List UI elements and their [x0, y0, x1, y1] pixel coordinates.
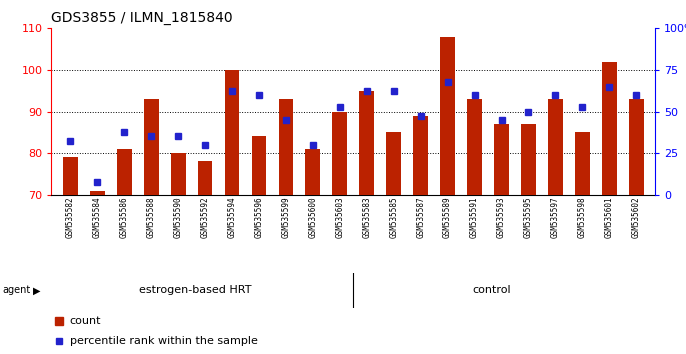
Bar [548, 99, 563, 195]
Text: GSM535590: GSM535590 [174, 196, 182, 238]
Text: ▶: ▶ [33, 285, 40, 295]
Bar [575, 132, 590, 195]
Text: GSM535592: GSM535592 [200, 196, 209, 238]
Text: GSM535601: GSM535601 [605, 196, 614, 238]
Text: GSM535598: GSM535598 [578, 196, 587, 238]
Text: GDS3855 / ILMN_1815840: GDS3855 / ILMN_1815840 [51, 11, 233, 25]
Text: GSM535595: GSM535595 [524, 196, 533, 238]
Bar [90, 190, 105, 195]
Text: GSM535596: GSM535596 [255, 196, 263, 238]
Bar [629, 99, 643, 195]
Text: percentile rank within the sample: percentile rank within the sample [69, 336, 257, 346]
Text: GSM535599: GSM535599 [281, 196, 290, 238]
Text: GSM535584: GSM535584 [93, 196, 102, 238]
Text: GSM535583: GSM535583 [362, 196, 371, 238]
Bar [494, 124, 509, 195]
Text: GSM535586: GSM535586 [120, 196, 129, 238]
Bar [171, 153, 185, 195]
Bar [333, 112, 347, 195]
Text: GSM535593: GSM535593 [497, 196, 506, 238]
Bar [467, 99, 482, 195]
Bar [144, 99, 158, 195]
Bar [279, 99, 294, 195]
Text: GSM535587: GSM535587 [416, 196, 425, 238]
Text: agent: agent [2, 285, 30, 295]
Bar [602, 62, 617, 195]
Bar [440, 37, 455, 195]
Text: GSM535603: GSM535603 [335, 196, 344, 238]
Bar [413, 116, 428, 195]
Bar [117, 149, 132, 195]
Bar [521, 124, 536, 195]
Text: GSM535591: GSM535591 [470, 196, 479, 238]
Text: GSM535589: GSM535589 [443, 196, 452, 238]
Text: GSM535582: GSM535582 [66, 196, 75, 238]
Bar [386, 132, 401, 195]
Text: estrogen-based HRT: estrogen-based HRT [139, 285, 252, 295]
Bar [252, 137, 266, 195]
Bar [359, 91, 374, 195]
Text: GSM535597: GSM535597 [551, 196, 560, 238]
Text: control: control [473, 285, 511, 295]
Text: GSM535594: GSM535594 [228, 196, 237, 238]
Bar [305, 149, 320, 195]
Bar [224, 70, 239, 195]
Text: GSM535585: GSM535585 [389, 196, 398, 238]
Text: count: count [69, 316, 101, 326]
Bar [63, 157, 78, 195]
Text: GSM535588: GSM535588 [147, 196, 156, 238]
Bar [198, 161, 213, 195]
Text: GSM535602: GSM535602 [632, 196, 641, 238]
Text: GSM535600: GSM535600 [309, 196, 318, 238]
